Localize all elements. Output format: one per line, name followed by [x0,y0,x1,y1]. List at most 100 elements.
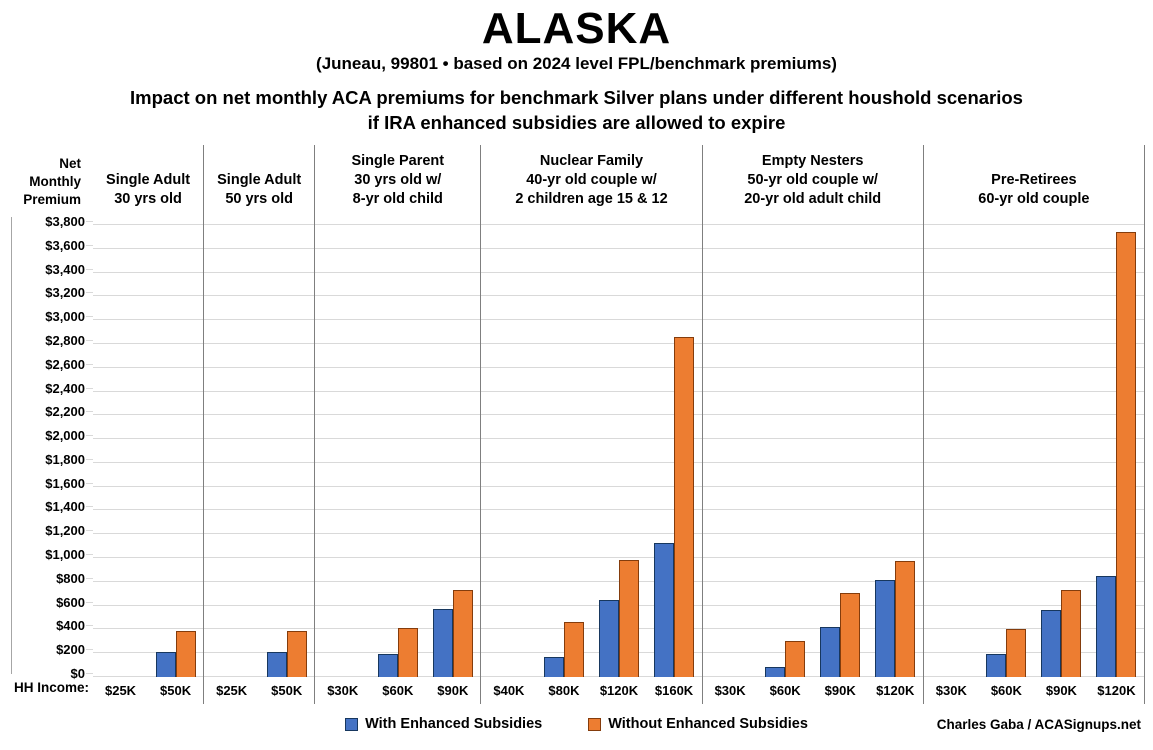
gridline [481,247,702,249]
panel-header-nuclear-family: Nuclear Family 40-yr old couple w/2 child… [481,145,701,212]
category-120k [591,212,646,677]
gridline [702,557,923,559]
gridline [702,533,923,535]
category-90k [813,212,868,677]
y-tick-mark [86,506,93,508]
bar-chart: Net Monthly Premium $3,800 $3,600 $3,400 $3… [0,145,1153,704]
gridline [204,628,315,630]
x-tick-label: $25K [104,683,137,698]
bar-without-subsidies [1061,590,1082,677]
gridline [702,438,923,440]
panel-categories [315,212,480,677]
gridline [923,676,1144,677]
panel-header-single-parent: Single Parent 30 yrs old w/8-yr old child [315,145,480,212]
category-30k [703,212,758,677]
bar-with-subsidies [875,580,896,677]
gridline [481,461,702,463]
panel-plot-pre-retirees [923,212,1144,677]
gridline [93,342,204,344]
y-tick-mark [86,411,93,413]
y-tick-label: $3,800 [45,214,85,229]
bar-without-subsidies [785,641,806,677]
y-tick-mark [86,673,93,674]
x-tick-label: $30K [714,683,746,698]
y-tick-label: $3,200 [45,285,85,301]
bar-with-subsidies [155,652,176,677]
gridline [481,580,702,582]
x-tick-label: $120K [876,683,915,698]
y-tick-mark [86,244,93,246]
category-60k [979,212,1034,677]
gridline [315,414,481,416]
gridline [702,247,923,249]
gridline [923,628,1144,630]
panel-header-line: Single Parent [351,153,445,169]
x-tick-label: $90K [1045,683,1077,698]
gridline [93,628,204,630]
gridline [923,271,1144,273]
panel-header-line: Single Adult [217,172,302,188]
gridline [315,271,481,273]
y-tick-label: $2,800 [45,332,85,348]
gridline [93,390,204,392]
gridline [315,557,481,559]
category-90k [1034,212,1089,677]
panel-x-labels: $30K $60K $90K $120K [703,677,923,704]
gridline [702,414,923,416]
gridline [93,652,204,654]
gridline [315,438,481,440]
gridline [93,509,204,511]
y-tick-mark [86,339,93,341]
panel-categories [924,212,1144,677]
gridline [702,366,923,368]
chart-description-line-1: Impact on net monthly ACA premiums for b… [130,87,1023,109]
chart-subtitle: (Juneau, 99801 • based on 2024 level FPL… [316,54,837,74]
category-30k [924,212,979,677]
panel-categories [481,212,701,677]
y-tick-mark [86,221,93,222]
gridline [93,247,204,249]
bar-without-subsidies [563,622,584,677]
gridline [481,604,702,606]
x-tick-label: $90K [824,683,856,698]
bar-with-subsidies [1096,576,1117,677]
x-tick-label: $90K [437,683,469,698]
gridline [315,319,481,321]
gridline [315,224,481,225]
y-axis-title-line: Net [59,156,81,171]
gridline [481,271,702,273]
y-axis-title-line: Premium [23,192,81,207]
category-120k [868,212,923,677]
gridline [923,533,1144,535]
x-tick-label: $80K [548,683,580,698]
gridline [923,557,1144,559]
y-tick-label: $2,200 [45,404,85,420]
gridline [204,461,315,463]
bar-pair [377,628,418,677]
bar-pair [266,631,307,677]
bar-without-subsidies [397,628,418,677]
bar-with-subsidies [266,652,287,677]
gridline [702,676,923,677]
panel-x-labels: $30K $60K $90K [315,677,480,704]
x-tick-label: $120K [599,683,639,698]
x-tick-label: $50K [271,683,303,698]
x-tick-label: $50K [160,683,192,698]
gridline [481,509,702,511]
category-80k [536,212,591,677]
gridline [923,580,1144,582]
gridline [204,342,315,344]
y-tick-label: $400 [56,618,85,634]
gridline [204,676,315,677]
bar-without-subsidies [1006,629,1027,677]
gridline [204,533,315,535]
gridline [93,557,204,559]
gridline [481,485,702,487]
x-tick-label: $160K [654,683,694,698]
gridline [93,676,204,677]
bar-with-subsidies [765,667,786,677]
legend-item-without-subsidies: Without Enhanced Subsidies [588,716,808,732]
panel-single-adult-30: Single Adult 30 yrs old $25K $50K [93,145,205,704]
gridline [93,414,204,416]
